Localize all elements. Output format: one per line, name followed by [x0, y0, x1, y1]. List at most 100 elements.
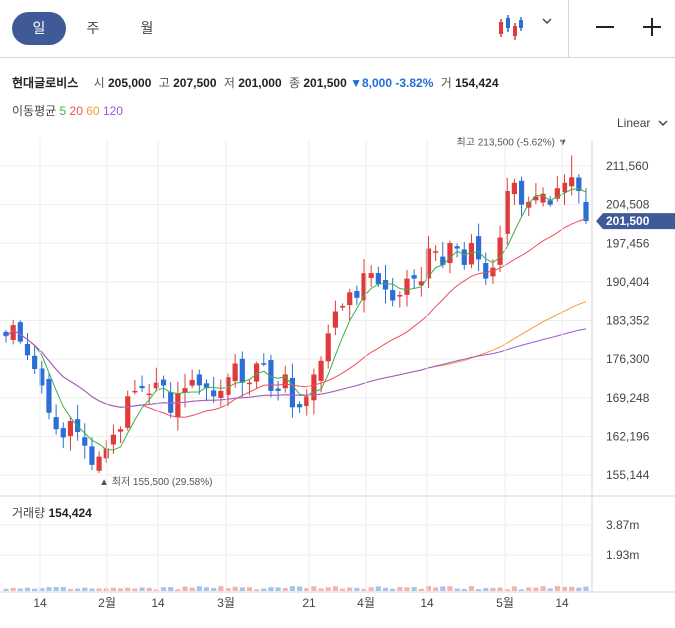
candle-body — [411, 275, 417, 279]
stock-name: 현대글로비스 — [12, 76, 79, 90]
volume-bar — [282, 588, 288, 591]
y-tick-label: 176,300 — [606, 352, 650, 366]
x-tick-label: 14 — [555, 596, 569, 610]
minus-icon[interactable] — [596, 26, 614, 28]
volume-bar — [347, 587, 353, 591]
x-tick-label: 5월 — [496, 596, 514, 610]
tab-monthly[interactable]: 월 — [140, 20, 154, 36]
ma-60[interactable]: 60 — [86, 104, 100, 118]
candle-body — [225, 377, 231, 395]
volume-bar — [17, 588, 23, 591]
volume-bar — [211, 587, 217, 591]
candle-body — [254, 363, 260, 382]
volume-bar — [332, 586, 338, 591]
candle-body — [576, 177, 582, 191]
ma-120-line — [5, 328, 587, 408]
candle-body — [540, 193, 546, 203]
x-tick-label: 3월 — [217, 596, 235, 610]
y-tick-label: 169,248 — [606, 391, 650, 405]
candle-body — [361, 273, 367, 301]
y-tick-label: 155,144 — [606, 468, 650, 482]
close-value: 201,500 — [303, 76, 347, 90]
volume-tick-label: 3.87m — [606, 518, 639, 532]
volume-bar — [390, 588, 396, 591]
scale-selector[interactable]: Linear — [617, 116, 668, 130]
candle-body — [67, 421, 74, 437]
ma-20[interactable]: 20 — [69, 104, 83, 118]
volume-bar — [153, 589, 159, 591]
volume-bar — [511, 586, 517, 591]
candle-body — [75, 419, 81, 432]
x-tick-label: 14 — [33, 596, 47, 610]
candle-body — [96, 456, 102, 471]
candle-body — [175, 393, 181, 418]
candle-body — [182, 388, 188, 393]
candle-body — [132, 390, 138, 393]
tab-weekly[interactable]: 주 — [86, 20, 100, 36]
candle-body — [232, 363, 238, 382]
candle-body — [168, 392, 174, 413]
candle-body — [282, 374, 288, 389]
ma-5[interactable]: 5 — [59, 104, 67, 118]
candlestick-icon[interactable] — [496, 14, 524, 42]
candle-body — [375, 273, 381, 285]
volume-bar — [39, 587, 45, 591]
candle-body — [39, 368, 45, 386]
candle-body — [82, 437, 88, 446]
candle-body — [125, 396, 131, 428]
volume-bar — [468, 586, 475, 591]
candle-body — [447, 243, 453, 264]
volume-bar — [325, 587, 331, 591]
volume-bar — [75, 588, 81, 591]
plus-icon[interactable] — [643, 18, 661, 36]
candle-body — [296, 404, 303, 408]
candle-body — [268, 360, 274, 391]
volume-bar — [67, 589, 74, 591]
candle-body — [60, 428, 66, 438]
candle-body — [526, 201, 532, 208]
candle-body — [425, 248, 432, 279]
volume-bar — [110, 587, 117, 591]
x-tick-label: 14 — [151, 596, 165, 610]
candle-body — [24, 343, 31, 356]
chevron-down-icon[interactable] — [542, 16, 552, 28]
candle-body — [347, 292, 353, 306]
candle-body — [239, 358, 245, 383]
volume-bar — [569, 586, 575, 591]
volume-bar — [32, 588, 38, 591]
volume-bar — [311, 586, 317, 591]
candle-body — [146, 393, 152, 396]
candle-body — [418, 281, 424, 286]
ma-120[interactable]: 120 — [102, 104, 123, 118]
volume-bar — [533, 587, 539, 591]
candle-body — [318, 360, 324, 381]
candle-body — [433, 251, 439, 253]
tab-daily[interactable]: 일 — [12, 12, 66, 45]
candle-body — [160, 379, 167, 386]
volume-value: 154,424 — [48, 506, 92, 520]
x-tick-label: 4월 — [357, 596, 375, 610]
low-label: 저 — [223, 76, 235, 90]
volume-bar — [583, 586, 589, 591]
volume-bar — [160, 587, 167, 591]
candle-body — [518, 180, 525, 205]
candle-body — [547, 200, 553, 205]
y-tick-label: 211,560 — [606, 159, 649, 173]
candle-body — [368, 273, 374, 278]
volume-bar — [440, 586, 446, 591]
volume-bar — [461, 588, 467, 591]
volume-bar — [483, 588, 489, 591]
scale-label: Linear — [617, 116, 651, 130]
candle-body — [117, 429, 124, 432]
moving-average-label: 이동평균 — [12, 104, 57, 118]
volume-bar — [418, 588, 424, 591]
volume-bar — [175, 589, 181, 591]
volume-bar — [540, 586, 546, 591]
high-label: 고 — [158, 76, 170, 90]
candle-body — [339, 305, 346, 308]
y-tick-label: 162,196 — [606, 429, 650, 443]
candle-body — [3, 331, 9, 337]
high-annotation: 최고 213,500 (-5.62%) ▼ — [457, 136, 568, 148]
volume-bar — [261, 588, 267, 591]
